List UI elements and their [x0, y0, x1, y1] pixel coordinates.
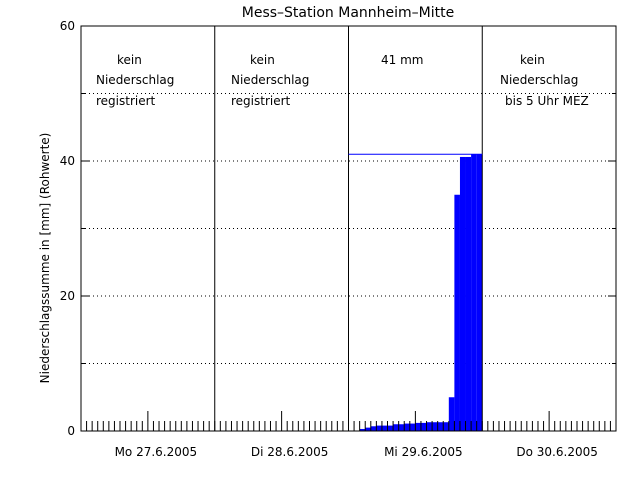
precipitation-bar [376, 425, 382, 431]
x-axis [80, 411, 617, 431]
precipitation-bar [381, 425, 388, 431]
day-label: Mo 27.6.2005 [115, 445, 198, 459]
chart-title: Mess–Station Mannheim–Mitte [242, 5, 454, 21]
precipitation-bar [365, 427, 371, 431]
precipitation-bar [426, 422, 433, 431]
y-tick-label: 0 [67, 424, 75, 438]
day-annotation: registriert [231, 94, 291, 108]
precipitation-bar [454, 194, 460, 431]
precipitation-bar [404, 423, 410, 431]
annotations: kein Niederschlag registriert kein Niedersch… [96, 53, 589, 108]
precipitation-bar [443, 422, 449, 431]
y-tick-label: 20 [60, 289, 75, 303]
day-annotation: bis 5 Uhr MEZ [505, 94, 589, 108]
precipitation-bar [459, 156, 466, 431]
precipitation-bar [420, 422, 427, 431]
precipitation-bar [393, 424, 399, 431]
precipitation-bar [415, 422, 421, 431]
day-label: Mi 29.6.2005 [384, 445, 463, 459]
precipitation-bar [437, 422, 444, 431]
day-annotation: Niederschlag [231, 73, 309, 87]
precipitation-bar [471, 154, 477, 431]
precipitation-bar [465, 156, 472, 431]
day-annotation: Niederschlag [500, 73, 578, 87]
y-axis: 0 20 40 60 [60, 19, 616, 438]
day-annotation: kein [250, 53, 275, 67]
day-dividers [214, 26, 483, 431]
precipitation-bar [370, 426, 377, 431]
precipitation-bar [448, 397, 455, 431]
precipitation-bar [432, 422, 438, 431]
precipitation-bar [398, 424, 405, 431]
y-axis-label: Niederschlagssumme in [mm] (Rohwerte) [38, 133, 52, 384]
y-tick-label: 60 [60, 19, 75, 33]
day-annotation: registriert [96, 94, 156, 108]
y-tick-label: 40 [60, 154, 75, 168]
day-label: Do 30.6.2005 [516, 445, 597, 459]
precipitation-bar [359, 428, 366, 431]
precipitation-bar [409, 423, 416, 431]
day-annotation: 41 mm [381, 53, 423, 67]
day-annotation: kein [520, 53, 545, 67]
day-annotation: Niederschlag [96, 73, 174, 87]
day-label: Di 28.6.2005 [251, 445, 328, 459]
day-labels: Mo 27.6.2005 Di 28.6.2005 Mi 29.6.2005 Do 3… [115, 445, 598, 459]
precipitation-bar [387, 425, 394, 431]
day-annotation: kein [117, 53, 142, 67]
precipitation-area [359, 154, 483, 431]
precipitation-bar [476, 154, 483, 431]
